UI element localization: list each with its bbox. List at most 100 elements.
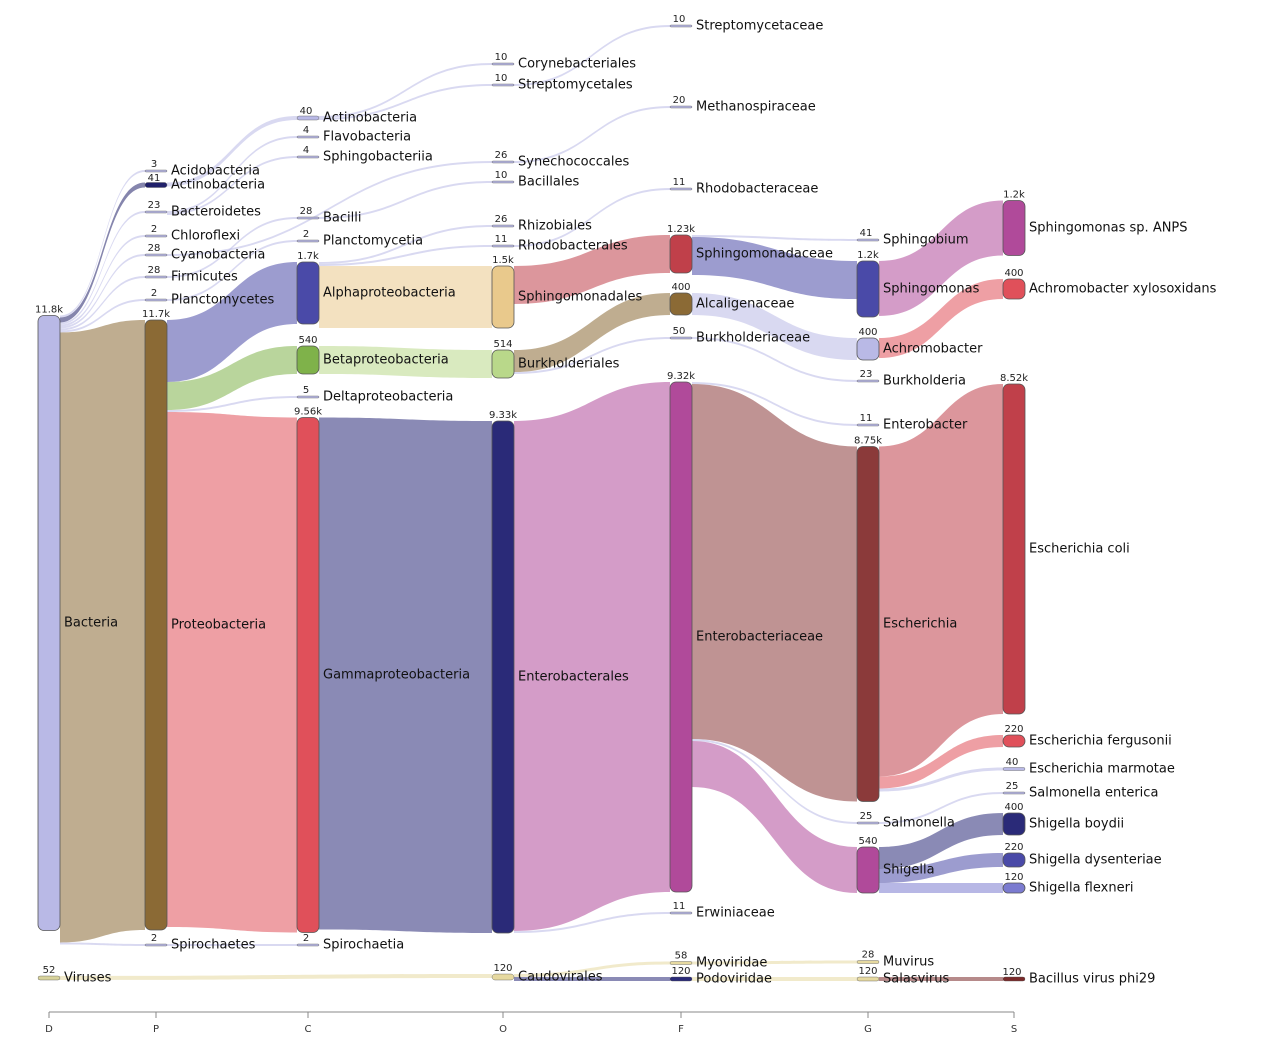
link-rhodobact-rhodobacteraceae (514, 188, 670, 247)
node-gamma[interactable] (296, 417, 320, 933)
node-flavo[interactable] (296, 135, 320, 139)
node-actino[interactable] (144, 182, 168, 188)
label-sphingobium: Sphingobium (883, 233, 969, 248)
label-cyano: Cyanobacteria (171, 248, 265, 263)
link-myovir-muvirus (692, 960, 857, 965)
node-virus[interactable] (37, 975, 61, 981)
node-sphingomonas[interactable] (856, 260, 880, 318)
node-bacteroidetes[interactable] (144, 210, 168, 214)
node-cyano[interactable] (144, 253, 168, 257)
count-beta: 540 (298, 335, 317, 346)
count-virus: 52 (43, 965, 56, 976)
node-plancto_c[interactable] (296, 239, 320, 243)
node-salasvirus[interactable] (856, 976, 880, 982)
count-enterobacteriaceae: 9.32k (667, 371, 695, 382)
rank-label-O: O (499, 1024, 507, 1035)
node-rhizobiales[interactable] (491, 224, 515, 228)
node-bacillales[interactable] (491, 180, 515, 184)
node-spiro_c[interactable] (296, 943, 320, 947)
node-myovir[interactable] (669, 961, 693, 965)
node-synecho[interactable] (491, 160, 515, 164)
count-s_marmotae: 40 (1006, 757, 1019, 768)
count-actino: 41 (148, 173, 161, 184)
node-s_salmonella[interactable] (1002, 791, 1026, 795)
node-streptomyc[interactable] (669, 24, 693, 28)
node-s_achromo[interactable] (1002, 278, 1026, 300)
node-methano[interactable] (669, 105, 693, 109)
node-s_sphingo[interactable] (1002, 200, 1026, 256)
count-spiro: 2 (151, 933, 157, 944)
label-actino: Actinobacteria (171, 178, 265, 193)
label-sphingomonadaceae: Sphingomonadaceae (696, 247, 833, 262)
node-salmonella[interactable] (856, 821, 880, 825)
node-bacteria[interactable] (37, 315, 61, 931)
node-enterobacteriaceae[interactable] (669, 381, 693, 893)
count-coryne: 10 (495, 52, 508, 63)
node-strepto[interactable] (491, 83, 515, 87)
node-enterobacter[interactable] (856, 423, 880, 427)
node-bacilli[interactable] (296, 216, 320, 220)
node-proteo[interactable] (144, 319, 168, 931)
node-s_dysenteriae[interactable] (1002, 852, 1026, 868)
link-entero_o-erwinia_f (514, 912, 670, 933)
count-strepto: 10 (495, 73, 508, 84)
node-burkholderia[interactable] (856, 379, 880, 383)
node-s_boydii[interactable] (1002, 812, 1026, 836)
link-bacteria-acido (60, 170, 145, 318)
node-caudo[interactable] (491, 973, 515, 981)
label-entero_o: Enterobacterales (518, 670, 629, 685)
link-enterobacteriaceae-salmonella (692, 739, 857, 824)
node-achromo[interactable] (856, 337, 880, 361)
link-firmicutes-bacilli (167, 217, 297, 278)
link-alcali-achromo (692, 293, 857, 360)
node-podo[interactable] (669, 976, 693, 982)
node-delta[interactable] (296, 395, 320, 399)
node-sphingomonadales[interactable] (491, 265, 515, 329)
label-shigella: Shigella (883, 863, 935, 878)
node-actinobacteria_c[interactable] (296, 115, 320, 121)
label-s_dysenteriae: Shigella dysenteriae (1029, 853, 1162, 868)
link-alpha-sphingomonadales (319, 266, 492, 328)
node-muvirus[interactable] (856, 960, 880, 964)
link-escherichia-s_ecoli (879, 384, 1003, 777)
link-salasvirus-s_phi29 (879, 977, 1003, 981)
node-spiro[interactable] (144, 943, 168, 947)
node-entero_o[interactable] (491, 420, 515, 934)
node-coryne[interactable] (491, 62, 515, 66)
node-shigella[interactable] (856, 846, 880, 894)
count-plancto: 2 (151, 288, 157, 299)
count-s_achromo: 400 (1004, 268, 1023, 279)
node-s_fergusonii[interactable] (1002, 734, 1026, 748)
rank-label-P: P (153, 1024, 159, 1035)
link-enterobacteriaceae-enterobacter (692, 382, 857, 426)
node-erwinia_f[interactable] (669, 911, 693, 915)
node-s_phi29[interactable] (1002, 976, 1026, 982)
node-firmicutes[interactable] (144, 275, 168, 279)
node-escherichia[interactable] (856, 446, 880, 802)
node-rhodobacteraceae[interactable] (669, 187, 693, 191)
label-methano: Methanospiraceae (696, 100, 816, 115)
node-rhodobact[interactable] (491, 244, 515, 248)
count-myovir: 58 (675, 951, 688, 962)
node-burkh_f[interactable] (669, 336, 693, 340)
node-acido[interactable] (144, 169, 168, 173)
count-firmicutes: 28 (148, 265, 161, 276)
link-proteo-delta (167, 396, 297, 412)
node-plancto[interactable] (144, 298, 168, 302)
node-sphingo_c[interactable] (296, 155, 320, 159)
node-alpha[interactable] (296, 261, 320, 325)
node-chloroflexi[interactable] (144, 234, 168, 238)
node-burkh_o[interactable] (491, 349, 515, 379)
node-s_flexneri[interactable] (1002, 882, 1026, 894)
node-beta[interactable] (296, 345, 320, 375)
node-s_ecoli[interactable] (1002, 383, 1026, 715)
label-burkh_f: Burkholderiaceae (696, 331, 810, 346)
node-sphingomonadaceae[interactable] (669, 234, 693, 274)
node-alcali[interactable] (669, 292, 693, 316)
label-s_sphingo: Sphingomonas sp. ANPS (1029, 221, 1188, 236)
node-sphingobium[interactable] (856, 238, 880, 242)
node-s_marmotae[interactable] (1002, 767, 1026, 771)
label-strepto: Streptomycetales (518, 78, 633, 93)
